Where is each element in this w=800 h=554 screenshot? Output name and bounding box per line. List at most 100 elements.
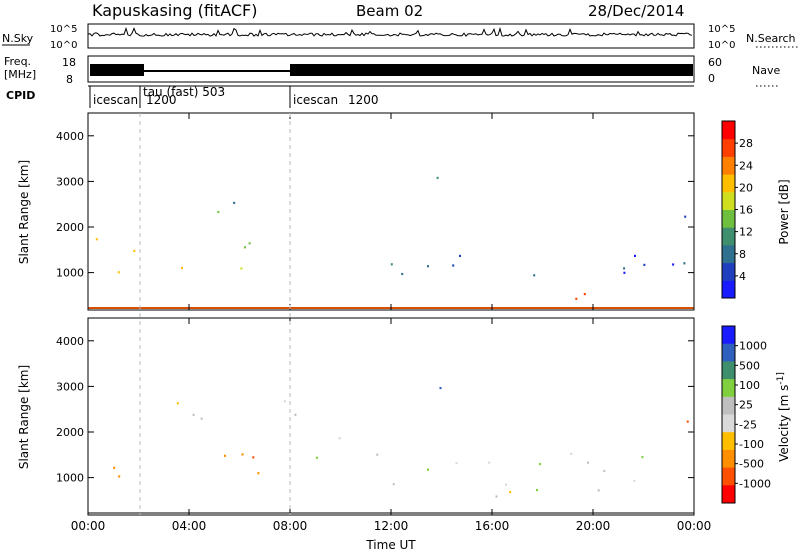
colorbar-swatch [722, 121, 735, 140]
heatmap-cell [583, 293, 586, 296]
colorbar-tick-label: 28 [739, 137, 753, 150]
y-tick-label: 1000 [56, 472, 84, 485]
heatmap-cell [436, 176, 439, 179]
x-tick-label: 20:00 [576, 519, 611, 533]
colorbar-tick-label: -100 [739, 438, 764, 451]
heatmap-cell [459, 254, 461, 257]
heatmap-cell [623, 271, 626, 274]
heatmap-cell [439, 387, 442, 390]
heatmap-cell [241, 453, 244, 456]
heatmap-cell [634, 254, 636, 257]
nsky-strip: N.Sky 10^5 10^0 10^5 10^0 N.Search [2, 23, 798, 51]
heatmap-cell [390, 263, 393, 266]
heatmap-cell [113, 466, 116, 469]
nsky-tick-high: 10^5 [50, 24, 77, 35]
nsky-tick-low: 10^0 [50, 40, 77, 51]
heatmap-cell [248, 242, 251, 245]
heatmap-cell [623, 267, 626, 270]
colorbar-swatch [722, 379, 735, 398]
heatmap-cell [570, 452, 573, 455]
y-tick-label: 2000 [56, 426, 84, 439]
velocity-colorbar: 1000 500 100 25 -25 -100 -500 -1000 [721, 325, 771, 504]
freq-tick-high: 18 [62, 56, 76, 69]
heatmap-cell [376, 453, 379, 456]
nave-label: Nave [752, 64, 780, 77]
x-tick-label: 00:00 [71, 519, 106, 533]
heatmap-cell [672, 263, 675, 266]
colorbar-tick-label: 12 [739, 226, 753, 239]
colorbar-swatch [722, 361, 735, 380]
heatmap-cell [192, 413, 195, 416]
heatmap-cell [283, 400, 286, 403]
cpid-seg1-name: icescan [93, 93, 138, 107]
colorbar-swatch [722, 432, 735, 451]
colorbar-swatch [722, 138, 735, 157]
heatmap-cell [603, 469, 606, 473]
heatmap-cell [133, 249, 136, 252]
cpid-seg3-code: 1200 [348, 93, 379, 107]
cpid-seg2-name: tau (fast) 503 [143, 85, 225, 99]
beam-title: Beam 02 [356, 2, 423, 20]
heatmap-cell [488, 461, 491, 464]
colorbar-swatch [722, 262, 735, 281]
x-tick-label: 08:00 [273, 519, 308, 533]
heatmap-cell [401, 272, 404, 276]
colorbar-tick-label: 20 [739, 181, 753, 194]
velocity-panel: 1000 2000 3000 4000 00:00 04:00 08:00 12:00 16:… [17, 317, 791, 552]
colorbar-tick-label: 24 [739, 159, 753, 172]
heatmap-cell [536, 489, 538, 492]
colorbar-swatch [722, 467, 735, 486]
heatmap-cell [641, 456, 644, 459]
heatmap-cell [181, 266, 183, 269]
colorbar-swatch [722, 449, 735, 469]
colorbar-swatch [722, 174, 735, 193]
colorbar-tick-label: 500 [739, 359, 760, 372]
cpid-label: CPID [6, 89, 35, 102]
heatmap-cell [538, 463, 541, 466]
heatmap-cell [252, 456, 255, 459]
x-tick-label: 04:00 [172, 519, 207, 533]
velocity-ylabel: Slant Range [km] [17, 365, 31, 469]
y-tick-label: 1000 [56, 267, 84, 280]
heatmap-cell [427, 265, 429, 268]
x-tick-label: 16:00 [475, 519, 510, 533]
x-axis-label: Time UT [365, 538, 416, 552]
nsky-label: N.Sky [2, 32, 34, 45]
heatmap-cell [338, 437, 341, 440]
date-title: 28/Dec/2014 [588, 2, 684, 20]
cpid-strip: icescan tau (fast) 503 1200 icescan 1200 [88, 85, 694, 108]
heatmap-cell [224, 454, 226, 457]
heatmap-cell [643, 263, 646, 266]
colorbar-swatch [722, 396, 735, 415]
cpid-seg3-name: icescan [293, 93, 338, 107]
colorbar-tick-label: 8 [739, 248, 746, 261]
colorbar-swatch [722, 191, 735, 210]
heatmap-cell [315, 456, 318, 459]
nsearch-label: N.Search [746, 32, 796, 45]
colorbar-tick-label: 4 [739, 270, 746, 283]
y-tick-label: 3000 [56, 175, 84, 188]
colorbar-swatch [722, 244, 735, 264]
velocity-x-axis: 00:00 04:00 08:00 12:00 16:00 20:00 00:00 [71, 318, 712, 533]
nsky-trace [87, 26, 693, 37]
heatmap-cell [392, 483, 395, 486]
heatmap-cell [505, 483, 507, 486]
y-tick-label: 2000 [56, 221, 84, 234]
power-y-axis: 1000 2000 3000 4000 [56, 130, 694, 280]
power-panel: 1000 2000 3000 4000 Slant Range [km] 4 8 12 16… [17, 112, 791, 311]
freq-label-2: [MHz] [4, 68, 36, 81]
colorbar-tick-label: 25 [739, 399, 753, 412]
heatmap-cell [200, 417, 203, 420]
colorbar-swatch [722, 485, 735, 504]
heatmap-cell [427, 468, 429, 471]
heatmap-cell [240, 267, 243, 270]
colorbar-swatch [722, 227, 735, 246]
velocity-cbar-label: Velocity [m s-1] [776, 372, 791, 462]
heatmap-cell [509, 491, 512, 494]
heatmap-cell [233, 201, 236, 204]
heatmap-cell [533, 274, 536, 277]
x-tick-label: 00:00 [677, 519, 712, 533]
heatmap-cell [587, 461, 589, 464]
heatmap-cell [257, 472, 260, 475]
